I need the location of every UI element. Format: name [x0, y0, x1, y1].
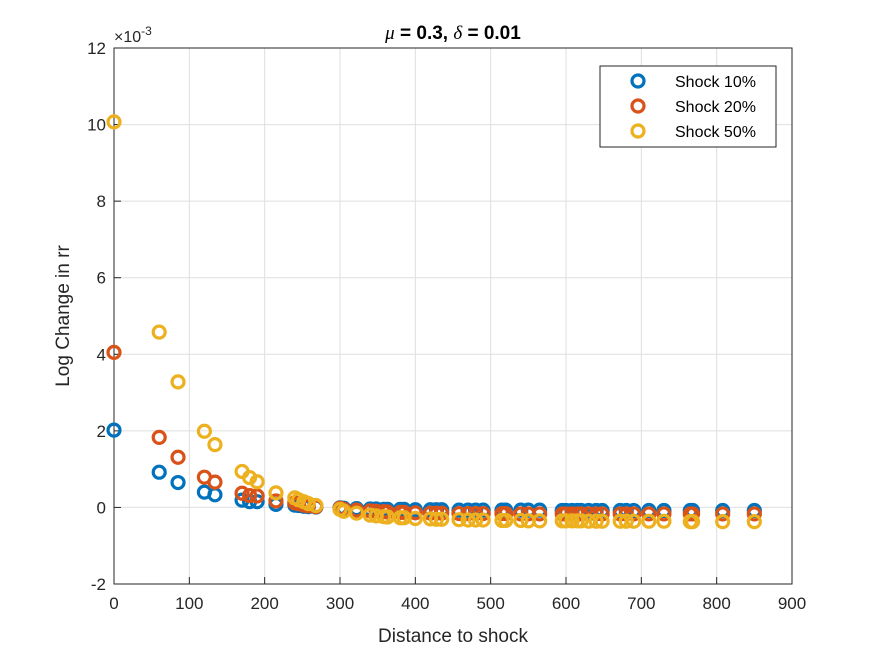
data-point	[588, 513, 604, 529]
data-point	[268, 485, 284, 501]
data-point	[746, 513, 762, 530]
y-tick-label: 12	[87, 39, 106, 58]
y-axis-label: Log Change in rr	[53, 245, 74, 387]
legend: Shock 10% Shock 20% Shock 50%	[599, 65, 777, 148]
x-tick-label: 600	[552, 594, 580, 613]
x-tick-label: 900	[778, 594, 806, 613]
data-point	[468, 512, 484, 528]
data-point	[656, 513, 672, 529]
legend-marker-shock-50	[630, 123, 646, 139]
data-point	[626, 513, 642, 529]
data-point	[151, 324, 167, 340]
data-point	[460, 512, 476, 528]
x-tick-label: 700	[627, 594, 655, 613]
data-point	[684, 513, 701, 530]
legend-marker-shock-20	[630, 98, 646, 114]
x-tick-label: 400	[401, 594, 429, 613]
data-point	[234, 485, 250, 501]
data-point	[151, 464, 167, 480]
data-point	[268, 493, 284, 509]
data-point	[641, 506, 657, 522]
y-tick-label: 4	[97, 345, 106, 364]
data-point	[106, 422, 122, 438]
data-point	[594, 513, 610, 529]
legend-box	[599, 65, 777, 148]
data-point	[249, 488, 265, 504]
data-point	[170, 374, 186, 390]
data-point	[348, 505, 365, 521]
x-tick-label: 200	[250, 594, 278, 613]
data-point	[170, 474, 186, 491]
data-point	[641, 513, 657, 529]
data-point	[532, 513, 548, 529]
x-axis-label: Distance to shock	[378, 626, 528, 647]
data-point	[196, 423, 212, 439]
y-tick-label: 8	[97, 192, 106, 211]
x-tick-label: 300	[326, 594, 354, 613]
plot-area-frame	[113, 47, 793, 585]
x-tick-label: 500	[476, 594, 504, 613]
data-point	[242, 487, 258, 504]
data-point	[300, 496, 316, 512]
x-tick-label: 0	[109, 594, 118, 613]
y-axis-multiplier: ×10-3	[114, 24, 152, 46]
chart-title: μ = 0.3, δ = 0.01	[384, 23, 521, 44]
x-axis: 0 100 200 300 400 500 600 700 800 900	[109, 577, 806, 613]
data-point	[573, 513, 589, 529]
data-point	[715, 506, 731, 522]
data-point	[451, 512, 467, 528]
data-point	[428, 511, 445, 527]
data-point	[207, 474, 223, 490]
y-tick-label: 6	[97, 269, 106, 288]
data-point	[656, 506, 672, 522]
data-point	[106, 344, 122, 360]
y-tick-label: -2	[91, 575, 106, 594]
data-point	[746, 506, 762, 522]
data-point	[151, 429, 167, 445]
data-point	[684, 506, 701, 522]
data-point	[434, 511, 450, 527]
data-point	[498, 512, 514, 529]
data-point	[407, 510, 423, 527]
series-shock-50	[106, 114, 762, 530]
y-tick-label: 0	[97, 498, 106, 517]
data-point	[362, 507, 378, 523]
data-point	[513, 512, 529, 529]
series-group	[106, 114, 762, 530]
data-point	[475, 512, 491, 528]
x-tick-label: 100	[175, 594, 203, 613]
legend-label-shock-50: Shock 50%	[675, 124, 756, 141]
data-point	[170, 449, 186, 465]
data-point	[249, 474, 265, 490]
y-tick-label: 10	[87, 116, 106, 135]
data-point	[618, 513, 634, 529]
legend-label-shock-10: Shock 10%	[675, 74, 756, 91]
data-point	[564, 513, 580, 529]
legend-label-shock-20: Shock 20%	[675, 99, 756, 116]
data-point	[308, 497, 324, 514]
legend-marker-shock-10	[630, 73, 646, 89]
data-point	[715, 513, 731, 530]
data-point	[532, 506, 548, 522]
data-point	[207, 437, 223, 453]
x-tick-label: 800	[702, 594, 730, 613]
series-shock-20	[106, 344, 762, 522]
y-axis: -2 0 2 4 6 8 10 12	[87, 39, 121, 594]
y-tick-label: 2	[97, 422, 106, 441]
data-point	[106, 114, 122, 130]
